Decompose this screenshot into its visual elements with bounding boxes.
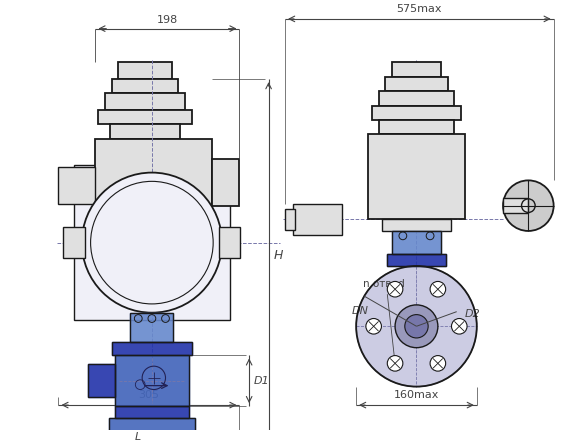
Bar [112, 342, 192, 355]
Text: 198: 198 [157, 15, 178, 25]
Polygon shape [115, 406, 189, 418]
Circle shape [366, 318, 382, 334]
Bar [392, 231, 441, 254]
Circle shape [82, 172, 222, 313]
Polygon shape [392, 231, 441, 254]
Text: D2: D2 [464, 309, 480, 318]
Bar [110, 124, 180, 138]
Circle shape [356, 266, 477, 387]
Bar [115, 406, 189, 418]
Text: DN: DN [352, 306, 369, 316]
Bar [388, 254, 446, 266]
Bar [109, 418, 195, 431]
Bar [382, 219, 450, 231]
Bar [503, 198, 528, 213]
Circle shape [430, 355, 446, 371]
Bar [63, 227, 85, 258]
Circle shape [388, 355, 403, 371]
Text: 160max: 160max [394, 390, 439, 400]
Polygon shape [115, 355, 189, 406]
Bar [368, 134, 465, 219]
Circle shape [451, 318, 467, 334]
Polygon shape [131, 313, 173, 342]
Bar [379, 91, 454, 106]
Text: 305: 305 [138, 390, 159, 400]
Bar [219, 227, 241, 258]
Bar [95, 138, 212, 224]
Bar [88, 364, 115, 397]
Bar [293, 204, 342, 235]
Polygon shape [88, 364, 115, 397]
Text: D1: D1 [254, 376, 270, 386]
Text: 575max: 575max [397, 4, 442, 14]
Bar [59, 167, 95, 204]
Circle shape [405, 314, 428, 338]
Text: L: L [135, 432, 141, 441]
Bar [115, 355, 189, 406]
Polygon shape [388, 254, 446, 266]
Circle shape [395, 305, 438, 348]
Polygon shape [112, 342, 192, 355]
Polygon shape [109, 418, 195, 431]
Bar [385, 77, 447, 91]
Bar [112, 79, 178, 93]
Bar [74, 165, 229, 321]
Bar [131, 313, 173, 342]
Text: n отв. d: n отв. d [363, 279, 405, 289]
Bar [392, 62, 441, 77]
Circle shape [503, 180, 554, 231]
Bar [98, 110, 192, 124]
Bar [118, 62, 173, 79]
Bar [372, 106, 461, 120]
Bar [105, 93, 185, 110]
Bar [379, 120, 454, 134]
Circle shape [388, 281, 403, 297]
Bar [285, 209, 295, 230]
Circle shape [430, 281, 446, 297]
Bar [212, 159, 239, 206]
Text: H: H [274, 249, 283, 262]
